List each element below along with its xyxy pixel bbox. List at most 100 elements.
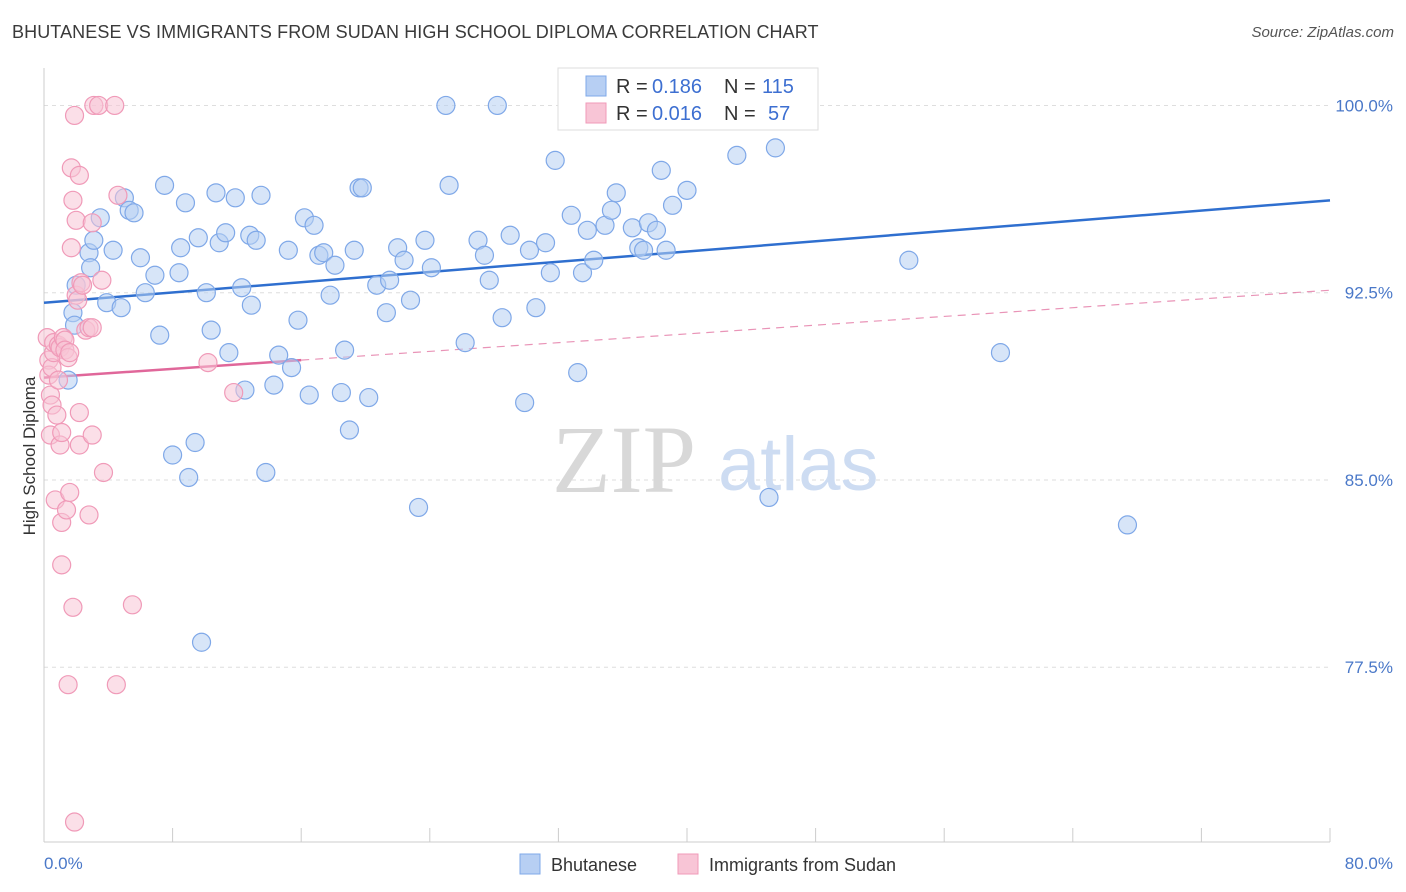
trend-line-dashed-1 (301, 289, 1331, 361)
point-s0-98 (656, 240, 676, 260)
point-s1-24 (60, 482, 80, 503)
point-s0-32 (219, 343, 239, 363)
point-s0-17 (150, 325, 170, 345)
point-s0-94 (633, 240, 654, 260)
x-tick-labels: 0.0% 80.0% (44, 854, 1393, 873)
point-s0-68 (421, 258, 442, 278)
legend-r-value-2: 0.016 (652, 103, 702, 125)
legend-swatch-sudan (585, 102, 607, 124)
point-s0-80 (526, 298, 546, 318)
point-s0-27 (196, 283, 216, 303)
point-s0-22 (175, 193, 196, 213)
y-tick-label-1: 85.0% (1345, 471, 1393, 490)
point-s0-65 (400, 290, 421, 310)
point-s0-106 (990, 343, 1011, 363)
y-tick-label-2: 92.5% (1345, 284, 1393, 303)
point-s0-14 (130, 248, 151, 268)
point-s0-34 (232, 278, 252, 298)
point-s0-15 (135, 283, 155, 303)
point-s0-85 (568, 363, 588, 383)
point-s1-27 (61, 238, 81, 258)
point-s0-88 (584, 250, 604, 270)
point-s0-66 (408, 497, 429, 518)
point-s0-42 (269, 345, 289, 365)
chart-title: BHUTANESE VS IMMIGRANTS FROM SUDAN HIGH … (12, 22, 819, 42)
point-s1-17 (52, 555, 72, 575)
y-tick-labels: 77.5% 85.0% 92.5% 100.0% (1335, 96, 1393, 677)
point-s0-41 (264, 375, 284, 395)
point-s0-79 (519, 240, 540, 260)
point-s0-33 (225, 188, 245, 208)
point-s0-6 (84, 230, 104, 250)
point-s0-61 (376, 303, 396, 323)
trend-line-1 (43, 358, 302, 379)
point-s0-104 (759, 487, 779, 508)
point-s0-59 (359, 387, 379, 408)
point-s0-78 (515, 392, 535, 413)
point-s1-53 (122, 595, 143, 615)
point-s0-55 (339, 420, 360, 440)
point-s1-47 (89, 95, 109, 116)
point-s0-39 (251, 185, 271, 205)
point-s1-12 (48, 370, 69, 390)
legend-bottom-swatch-bhutanese (519, 853, 541, 875)
point-s1-22 (58, 675, 78, 695)
point-s0-50 (314, 243, 334, 263)
legend-n-key-1: N = (724, 76, 756, 98)
legend-n-value-2: 57 (768, 103, 790, 125)
point-s0-28 (201, 320, 221, 340)
trend-line-0 (43, 199, 1331, 304)
point-s1-44 (82, 425, 102, 445)
point-s0-91 (606, 183, 626, 203)
point-s0-53 (331, 382, 351, 403)
point-s0-19 (163, 445, 183, 465)
point-s0-44 (281, 358, 302, 378)
point-s0-31 (216, 223, 236, 243)
point-s1-15 (52, 422, 72, 443)
point-s0-86 (572, 263, 593, 283)
point-s1-31 (64, 812, 85, 832)
point-s0-16 (145, 265, 165, 285)
point-s0-5 (81, 258, 101, 278)
series-0-points (58, 95, 1138, 652)
point-s0-43 (278, 240, 298, 260)
point-s0-58 (352, 178, 372, 198)
point-s0-103 (765, 138, 786, 158)
point-s0-87 (577, 220, 597, 240)
point-s1-54 (198, 353, 218, 373)
point-s0-73 (474, 245, 495, 265)
y-tick-label-0: 77.5% (1345, 658, 1393, 677)
y-tick-label-3: 100.0% (1335, 96, 1393, 115)
point-s0-70 (439, 175, 459, 195)
point-s0-20 (169, 263, 189, 283)
point-s1-29 (63, 597, 83, 617)
point-s1-25 (60, 343, 80, 363)
point-s0-48 (304, 215, 324, 235)
point-s0-67 (415, 230, 435, 250)
legend-bottom-sudan: Immigrants from Sudan (709, 855, 896, 875)
legend-swatch-bhutanese (585, 75, 607, 97)
point-s0-56 (344, 240, 364, 260)
point-s0-101 (727, 145, 747, 165)
axes (43, 68, 1331, 843)
series-1-points (37, 95, 244, 832)
point-s1-28 (63, 190, 83, 210)
point-s1-42 (79, 505, 99, 525)
data-points (37, 95, 1138, 832)
point-s1-36 (69, 402, 89, 423)
point-s1-30 (64, 105, 85, 126)
legend-r-key-1: R = (616, 76, 648, 98)
legend-bottom-bhutanese: Bhutanese (551, 855, 637, 875)
series-legend: Bhutanese Immigrants from Sudan (519, 853, 896, 875)
point-s0-81 (535, 233, 556, 253)
point-s0-69 (436, 95, 456, 116)
point-s0-26 (191, 632, 212, 652)
source-label: Source: ZipAtlas.com (1251, 24, 1394, 41)
point-s1-43 (82, 318, 102, 338)
point-s0-105 (899, 250, 919, 270)
watermark-zip: ZIP (552, 406, 696, 513)
point-s0-84 (561, 205, 581, 225)
point-s0-82 (540, 263, 560, 283)
legend-n-value-1: 115 (762, 76, 794, 98)
point-s0-13 (124, 203, 144, 223)
